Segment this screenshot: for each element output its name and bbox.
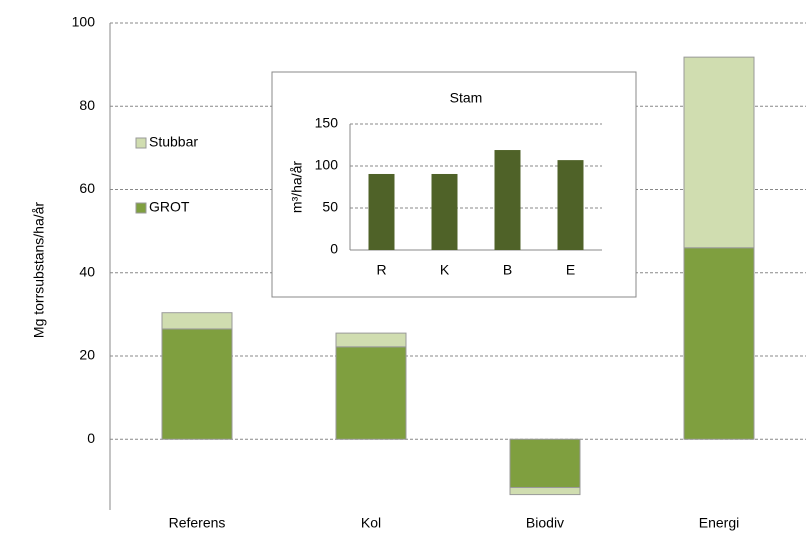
- x-tick-label: Kol: [361, 515, 381, 531]
- y-tick-label: 100: [72, 14, 96, 30]
- x-tick-label: Energi: [699, 515, 739, 531]
- legend-swatch: [135, 202, 147, 214]
- y-tick-label: 150: [315, 115, 339, 131]
- x-tick-label: B: [503, 262, 512, 278]
- x-tick-label: R: [376, 262, 386, 278]
- legend-label: GROT: [149, 199, 190, 215]
- y-tick-label: 20: [79, 347, 95, 363]
- bar-segment: [509, 438, 581, 489]
- y-tick-label: 40: [79, 263, 95, 279]
- x-tick-label: K: [440, 262, 450, 278]
- bar-segment: [161, 312, 233, 330]
- y-tick-label: 0: [330, 241, 338, 257]
- bar-segment: [683, 56, 755, 249]
- bar-segment: [683, 247, 755, 440]
- y-axis-label: Mg torrsubstans/ha/år: [31, 202, 47, 339]
- bar-segment: [161, 328, 233, 440]
- x-tick-label: Biodiv: [526, 515, 564, 531]
- x-tick-label: E: [566, 262, 575, 278]
- bar: [494, 150, 521, 250]
- bar-segment: [335, 346, 407, 440]
- y-tick-label: 60: [79, 180, 95, 196]
- y-tick-label: 80: [79, 97, 95, 113]
- bar: [431, 173, 458, 250]
- y-axis-label: m³/ha/år: [289, 161, 305, 213]
- y-tick-label: 50: [322, 199, 338, 215]
- bar: [557, 160, 584, 250]
- bar: [368, 173, 395, 250]
- legend-label: Stubbar: [149, 134, 198, 150]
- legend-swatch: [135, 137, 147, 149]
- y-tick-label: 0: [87, 430, 95, 446]
- bar-segment: [509, 487, 581, 496]
- x-tick-label: Referens: [169, 515, 226, 531]
- bar-segment: [335, 332, 407, 348]
- y-tick-label: 100: [315, 157, 339, 173]
- chart-title: Stam: [450, 90, 483, 106]
